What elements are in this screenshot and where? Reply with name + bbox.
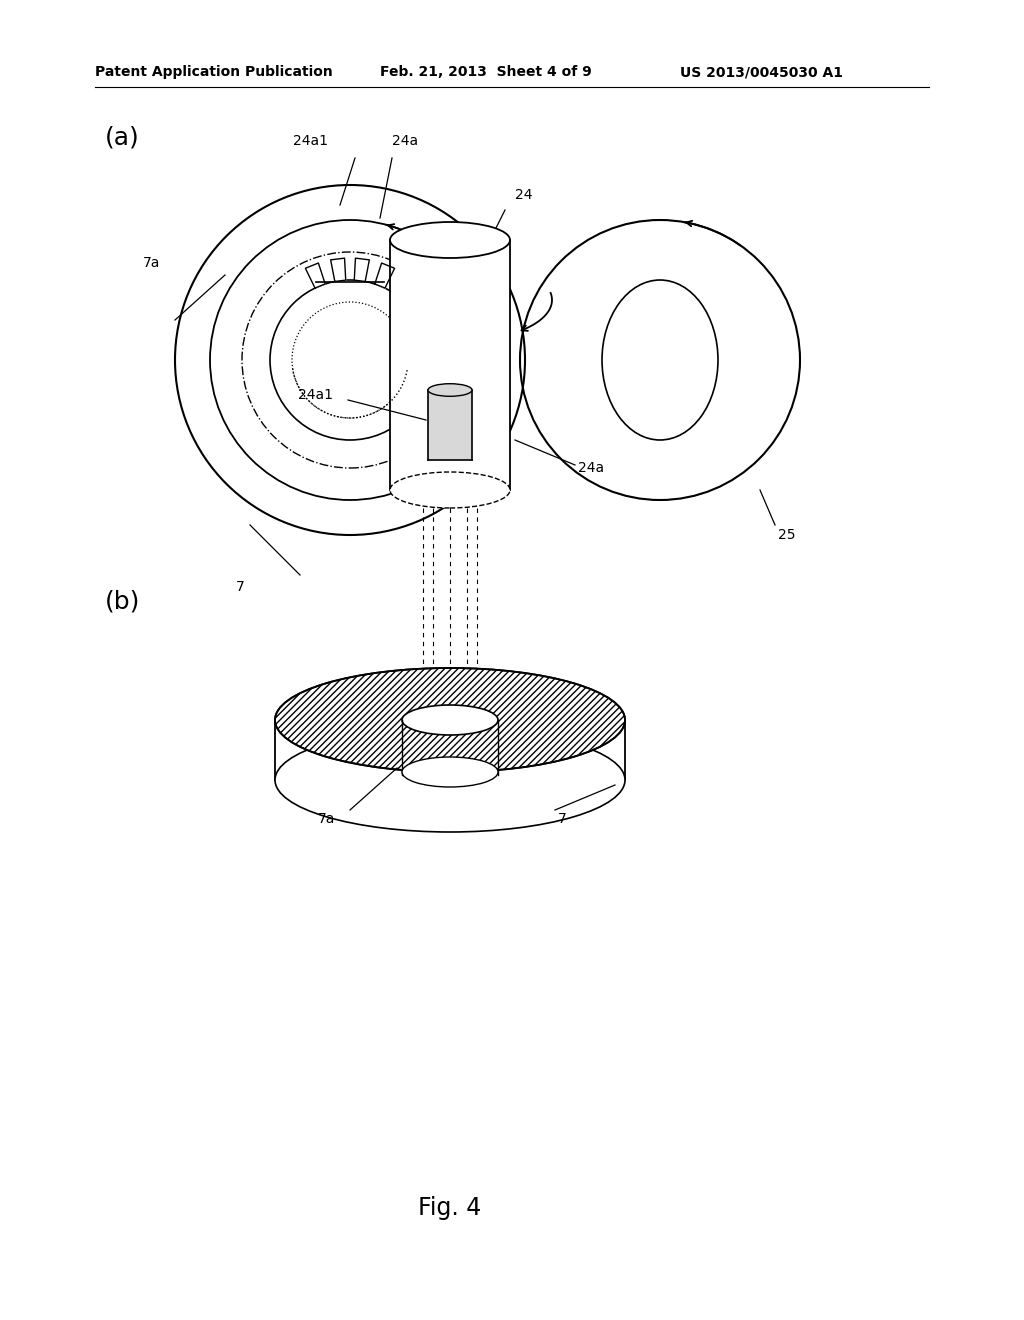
Text: 24a1: 24a1	[293, 135, 328, 148]
Text: 7a: 7a	[317, 812, 335, 826]
Polygon shape	[354, 259, 370, 281]
Text: (b): (b)	[105, 590, 140, 614]
Ellipse shape	[275, 729, 625, 832]
Text: 25: 25	[778, 528, 796, 543]
Ellipse shape	[402, 705, 498, 735]
Text: 24a: 24a	[578, 461, 604, 475]
Polygon shape	[375, 263, 394, 288]
Text: Feb. 21, 2013  Sheet 4 of 9: Feb. 21, 2013 Sheet 4 of 9	[380, 65, 592, 79]
Text: 24a: 24a	[392, 135, 418, 148]
Ellipse shape	[428, 384, 472, 396]
Text: (a): (a)	[105, 125, 139, 149]
Ellipse shape	[402, 756, 498, 787]
FancyBboxPatch shape	[390, 240, 510, 490]
Text: 24a1: 24a1	[298, 388, 333, 403]
Text: 7: 7	[236, 579, 245, 594]
Bar	[428, 389, 472, 459]
Text: US 2013/0045030 A1: US 2013/0045030 A1	[680, 65, 843, 79]
Polygon shape	[331, 259, 346, 281]
Text: 7: 7	[558, 812, 566, 826]
Text: Patent Application Publication: Patent Application Publication	[95, 65, 333, 79]
Ellipse shape	[390, 222, 510, 257]
Text: 24: 24	[515, 187, 532, 202]
Ellipse shape	[390, 473, 510, 508]
Text: 7a: 7a	[142, 256, 160, 271]
Polygon shape	[305, 263, 326, 288]
Text: Fig. 4: Fig. 4	[419, 1196, 481, 1220]
Ellipse shape	[275, 668, 625, 772]
